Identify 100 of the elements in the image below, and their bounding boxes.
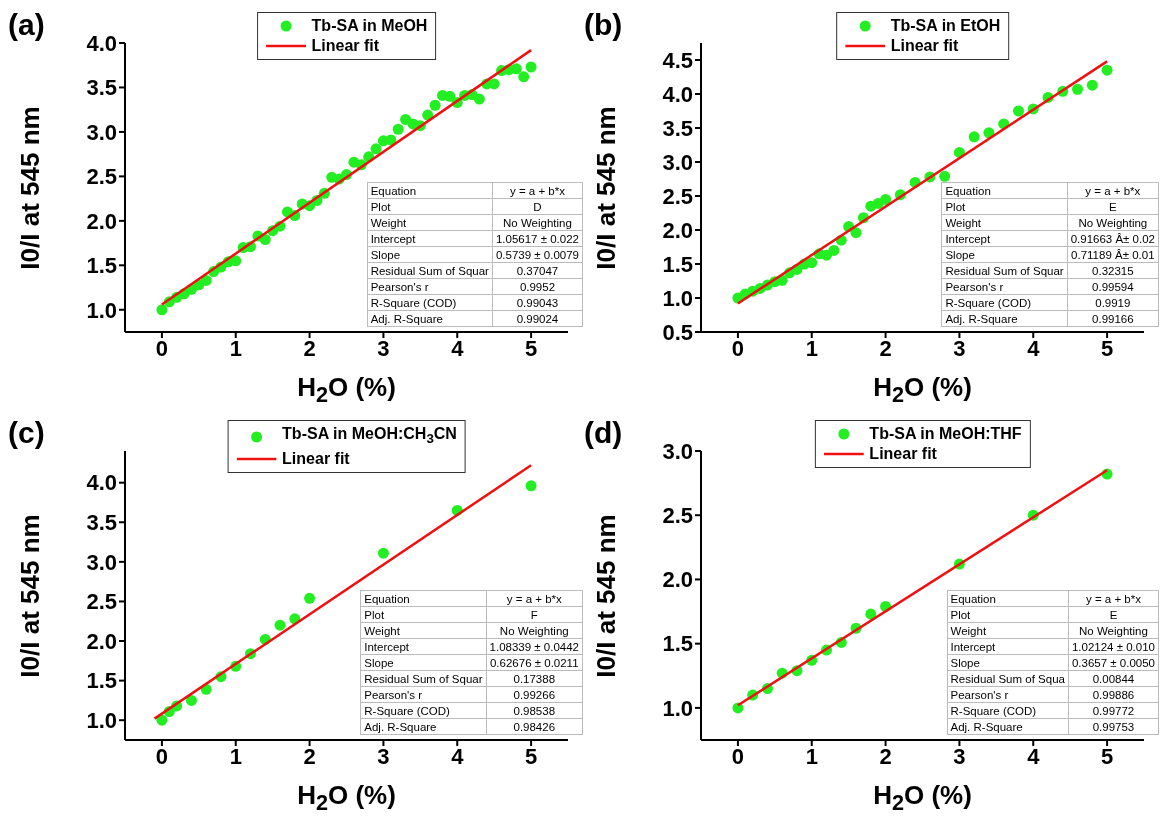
annotation: R-Square (COD) [947,702,1069,719]
x-tick-label: 5 [524,743,538,769]
legend-label: Linear fit [311,36,380,56]
y-tick-label: 0.5 [662,319,693,345]
annotation: Slope [360,654,487,671]
legend-label: Tb-SA in MeOH:CH$_{3}$CN [282,424,457,449]
y-tick-label: 2.0 [662,567,693,593]
annotation: Residual Sum of Squar [360,670,487,687]
chart-title: (b) [584,8,623,42]
point [304,592,316,604]
y-axis-title: I0/I at 545 nm [590,512,621,680]
y-tick-label: 3.0 [86,549,117,575]
annotation: 0.98538 [486,702,583,719]
x-tick-label: 3 [953,743,966,769]
point [259,234,271,246]
annotation: Intercept [947,638,1069,655]
y-tick-label: 3.0 [662,438,693,464]
annotation: Intercept [360,638,487,655]
annotation: Weight [360,622,487,639]
annotation: Slope [947,654,1069,671]
y-tick-label: 1.0 [86,708,117,734]
annotation: Plot [367,198,493,215]
x-tick-label: 1 [229,335,242,361]
point [156,714,168,726]
chart-title: (c) [8,416,45,450]
legend-label: Linear fit [869,444,937,464]
annotation: 0.99594 [1067,278,1159,295]
y-tick-label: 1.0 [662,285,693,311]
x-tick-label: 2 [879,743,892,769]
x-tick-label: 3 [377,743,390,769]
y-tick-label: 1.0 [86,297,117,323]
y-tick-label: 1.5 [86,668,117,694]
point [1072,83,1084,95]
annotation: Residual Sum of Squa [947,670,1069,687]
point [850,227,862,239]
y-axis-title: I0/I at 545 nm [14,512,45,680]
annotation: D [492,198,583,215]
annotation: No Weighting [1067,214,1159,231]
y-tick-label: 3.5 [662,115,693,141]
y-tick-label: 2.5 [662,503,693,529]
x-tick-label: 2 [879,335,892,361]
annotation: y = a + b*x [492,182,583,199]
annotation: Intercept [367,230,493,247]
point [1012,105,1024,117]
annotation: Plot [360,606,487,623]
y-tick-label: 1.5 [662,251,693,277]
annotation: 0.00844 [1068,670,1159,687]
annotation: Slope [941,246,1068,263]
annotation: 0.99043 [492,294,583,311]
annotation: 0.3657 ± 0.0050 [1068,654,1159,671]
x-tick-label: 5 [1100,743,1114,769]
annotation: 0.98426 [486,718,583,735]
point [968,131,980,143]
annotation: Plot [947,606,1069,623]
annotation: 0.9919 [1067,294,1159,311]
annotation: y = a + b*x [486,590,583,607]
annotation: 1.08339 ± 0.0442 [486,638,583,655]
x-tick-label: 0 [155,743,169,769]
annotation: Adj. R-Square [367,310,493,327]
annotation: E [1067,198,1159,215]
annotation: Pearson's r [941,278,1068,295]
annotation: Adj. R-Square [360,718,487,735]
annotation: 0.99886 [1068,686,1159,703]
point [473,93,485,105]
annotation: 0.32315 [1067,262,1159,279]
annotation: 1.02124 ± 0.010 [1068,638,1159,655]
point [429,99,441,111]
y-tick-label: 2.5 [86,589,117,615]
x-tick-label: 2 [303,335,316,361]
point [156,304,168,316]
x-tick-label: 5 [524,335,538,361]
annotation: No Weighting [1068,622,1159,639]
x-tick-label: 5 [1100,335,1114,361]
annotation: 0.99166 [1067,310,1159,327]
y-tick-label: 1.5 [86,253,117,279]
chart-title: (d) [584,416,623,450]
annotation: Equation [947,590,1069,607]
legend-label: Tb-SA in MeOH:THF [869,424,1022,444]
point [185,694,197,706]
x-tick-label: 0 [731,335,745,361]
x-tick-label: 4 [451,335,465,361]
y-tick-label: 3.5 [86,510,117,536]
annotation: Weight [367,214,493,231]
annotation: 0.71189 Â± 0.01 [1067,246,1159,263]
y-tick-label: 2.0 [662,217,693,243]
annotation: Intercept [941,230,1068,247]
annotation: R-Square (COD) [360,702,487,719]
annotation: 0.99024 [492,310,583,327]
x-axis-title: H$_{2}$O (%) [872,779,973,816]
annotation: 1.05617 ± 0.022 [492,230,583,247]
annotation: 0.99266 [486,686,583,703]
y-tick-label: 3.0 [662,149,693,175]
point [806,257,818,269]
point [377,547,389,559]
x-axis-title: H$_{2}$O (%) [296,371,397,408]
y-tick-label: 1.5 [662,631,693,657]
x-tick-label: 4 [1027,743,1041,769]
point [1101,64,1113,76]
legend-label: Linear fit [282,449,350,470]
annotation: Pearson's r [360,686,487,703]
